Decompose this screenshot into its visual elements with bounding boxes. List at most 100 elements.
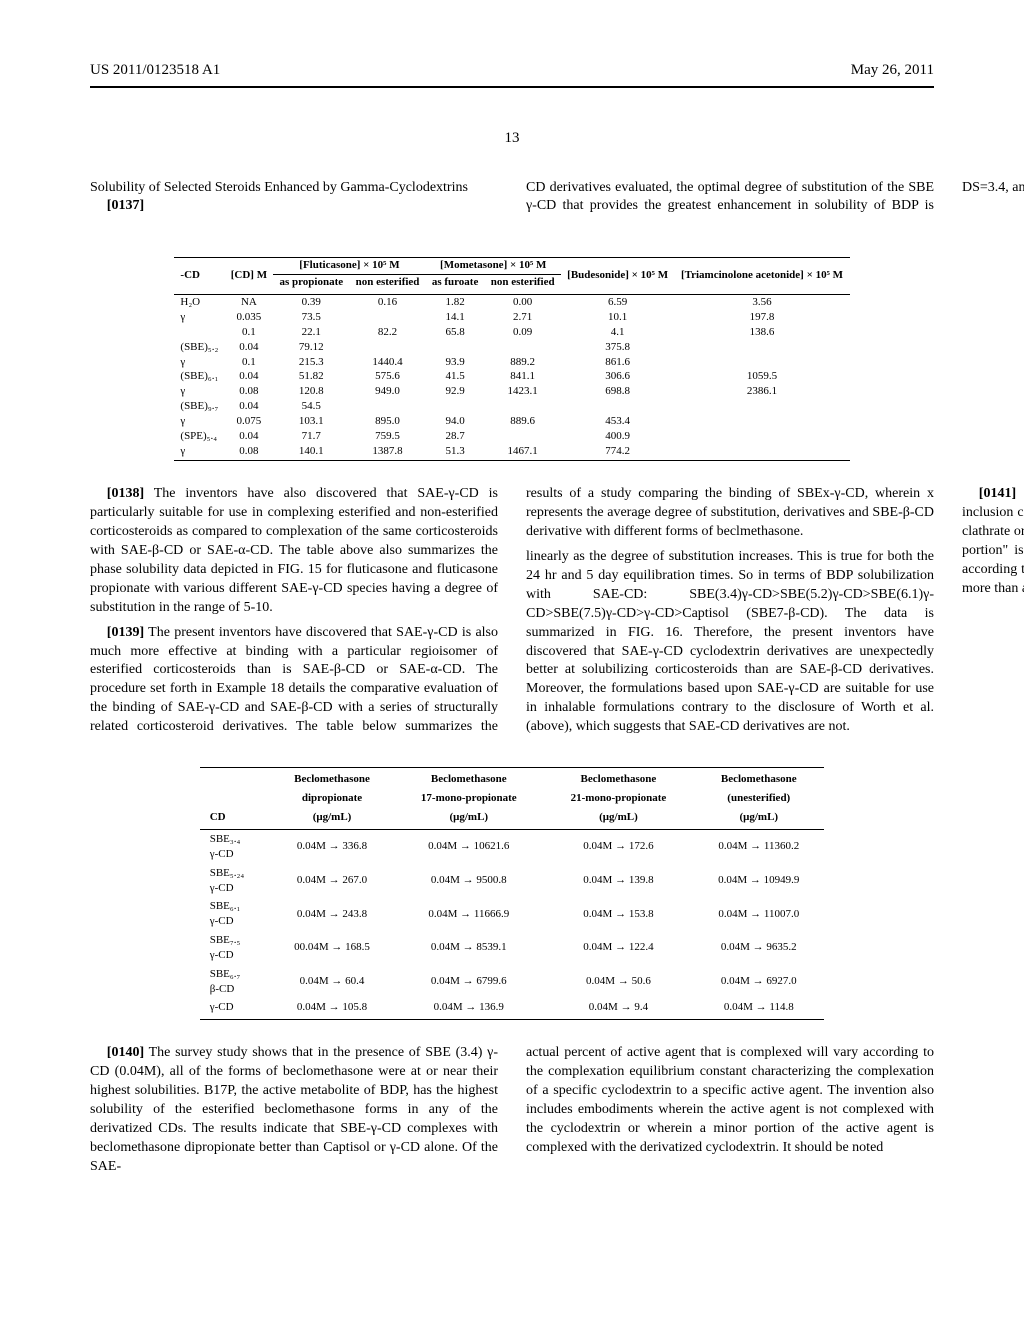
table-cell	[349, 310, 425, 325]
table-cell: 889.2	[485, 355, 561, 370]
table-cell: 28.7	[426, 429, 485, 444]
t2h: 17-mono-propionate	[394, 789, 544, 808]
table-cell: 0.04M → 336.8	[270, 830, 394, 864]
table-row: SBE₆.₇β-CD0.04M → 60.40.04M → 6799.60.04…	[200, 965, 825, 999]
table-cell: 4.1	[561, 325, 675, 340]
table-cell: SBE₆.₁γ-CD	[200, 897, 270, 931]
t2h-cd: CD	[200, 808, 270, 829]
table-cell: 2.71	[485, 310, 561, 325]
table-cell: 1.82	[426, 295, 485, 310]
table-cell: γ	[174, 414, 224, 429]
table-cell: 73.5	[273, 310, 349, 325]
table-row: (SPE)₅.₄0.0471.7759.528.7400.9	[174, 429, 849, 444]
t2h: dipropionate	[270, 789, 394, 808]
table-cell: 895.0	[349, 414, 425, 429]
table-cell	[561, 399, 675, 414]
table-cell: 0.04M → 6799.6	[394, 965, 544, 999]
table-cell: γ	[174, 310, 224, 325]
t2h: Beclomethasone	[693, 768, 824, 789]
table-cell: 197.8	[674, 310, 849, 325]
table-row: SBE₅.₂₄γ-CD0.04M → 267.00.04M → 9500.80.…	[200, 864, 825, 898]
table-cell: 1423.1	[485, 384, 561, 399]
th-bud: [Budesonide] × 10⁵ M	[561, 257, 675, 295]
th-tri: [Triamcinolone acetonide] × 10⁵ M	[674, 257, 849, 295]
table-cell: 71.7	[273, 429, 349, 444]
para-num: [0139]	[107, 625, 144, 640]
para-0137: [0137]	[90, 197, 498, 216]
table-row: γ0.075103.1895.094.0889.6453.4	[174, 414, 849, 429]
t2h: Beclomethasone	[270, 768, 394, 789]
table-row: H₂ONA0.390.161.820.006.593.56	[174, 295, 849, 310]
table-cell: 138.6	[674, 325, 849, 340]
header-left: US 2011/0123518 A1	[90, 60, 220, 80]
table-cell: 0.04M → 6927.0	[693, 965, 824, 999]
table-cell: 0.04M → 267.0	[270, 864, 394, 898]
para-bot-right: actual percent of active agent that is c…	[526, 1044, 934, 1157]
table-cell: γ	[174, 384, 224, 399]
table-cell: (SBE)₉.₇	[174, 399, 224, 414]
table-cell: 889.6	[485, 414, 561, 429]
table-cell: γ-CD	[200, 998, 270, 1019]
table-cell: γ	[174, 355, 224, 370]
table-cell: 0.04M → 136.9	[394, 998, 544, 1019]
table-cell: 0.04M → 122.4	[544, 931, 694, 965]
table-cell: 0.1	[225, 325, 274, 340]
table-cell: 949.0	[349, 384, 425, 399]
table-cell: 0.04M → 50.6	[544, 965, 694, 999]
table-cell: 0.04M → 105.8	[270, 998, 394, 1019]
para-top-right: CD derivatives evaluated, the optimal de…	[526, 179, 1024, 235]
t2h: (μg/mL)	[544, 808, 694, 829]
table-cell	[485, 429, 561, 444]
t2h: (μg/mL)	[270, 808, 394, 829]
table-cell: 0.035	[225, 310, 274, 325]
table-cell: 453.4	[561, 414, 675, 429]
table-cell	[674, 340, 849, 355]
table-cell: 215.3	[273, 355, 349, 370]
table-cell: NA	[225, 295, 274, 310]
table-cell: 0.075	[225, 414, 274, 429]
th-cdm: [CD] M	[225, 257, 274, 295]
page-header: US 2011/0123518 A1 May 26, 2011	[90, 60, 934, 80]
bottom-columns: [0140] The survey study shows that in th…	[90, 1044, 934, 1194]
table-cell: 0.08	[225, 384, 274, 399]
table-cell: 1387.8	[349, 444, 425, 461]
table-row: 0.122.182.265.80.094.1138.6	[174, 325, 849, 340]
table-cell: 0.39	[273, 295, 349, 310]
t2h: (μg/mL)	[693, 808, 824, 829]
th-nonest2: non esterified	[485, 275, 561, 295]
table-cell: 575.6	[349, 369, 425, 384]
table-cell: 861.6	[561, 355, 675, 370]
table-cell: 0.08	[225, 444, 274, 461]
table-cell: 400.9	[561, 429, 675, 444]
beclomethasone-table: Beclomethasone Beclomethasone Beclometha…	[200, 767, 825, 1020]
table-cell: 3.56	[674, 295, 849, 310]
table-cell	[349, 399, 425, 414]
table-cell: 51.3	[426, 444, 485, 461]
table-cell: 10.1	[561, 310, 675, 325]
table-cell: H₂O	[174, 295, 224, 310]
table-cell: 0.16	[349, 295, 425, 310]
t2h: Beclomethasone	[544, 768, 694, 789]
table-cell: 375.8	[561, 340, 675, 355]
table-cell: 103.1	[273, 414, 349, 429]
table-cell: 0.04M → 153.8	[544, 897, 694, 931]
table-cell: 0.04M → 172.6	[544, 830, 694, 864]
table-row: (SBE)₆.₁0.0451.82575.641.5841.1306.61059…	[174, 369, 849, 384]
table-cell: 0.04M → 11666.9	[394, 897, 544, 931]
table-cell: 0.04M → 9635.2	[693, 931, 824, 965]
table-cell: 140.1	[273, 444, 349, 461]
table-row: γ-CD0.04M → 105.80.04M → 136.90.04M → 9.…	[200, 998, 825, 1019]
table-cell: 92.9	[426, 384, 485, 399]
table-cell	[674, 429, 849, 444]
t2h: (μg/mL)	[394, 808, 544, 829]
table-cell	[426, 399, 485, 414]
table-cell: 00.04M → 168.5	[270, 931, 394, 965]
table-cell: 0.04M → 10621.6	[394, 830, 544, 864]
para-0141-text: By "complexed" is meant "being part of a…	[962, 486, 1024, 595]
table-cell: 120.8	[273, 384, 349, 399]
table-cell: 0.04M → 9.4	[544, 998, 694, 1019]
table-cell: 1467.1	[485, 444, 561, 461]
para-0140: [0140] The survey study shows that in th…	[90, 1044, 498, 1176]
table-row: γ0.03573.514.12.7110.1197.8	[174, 310, 849, 325]
table-row: (SBE)₉.₇0.0454.5	[174, 399, 849, 414]
